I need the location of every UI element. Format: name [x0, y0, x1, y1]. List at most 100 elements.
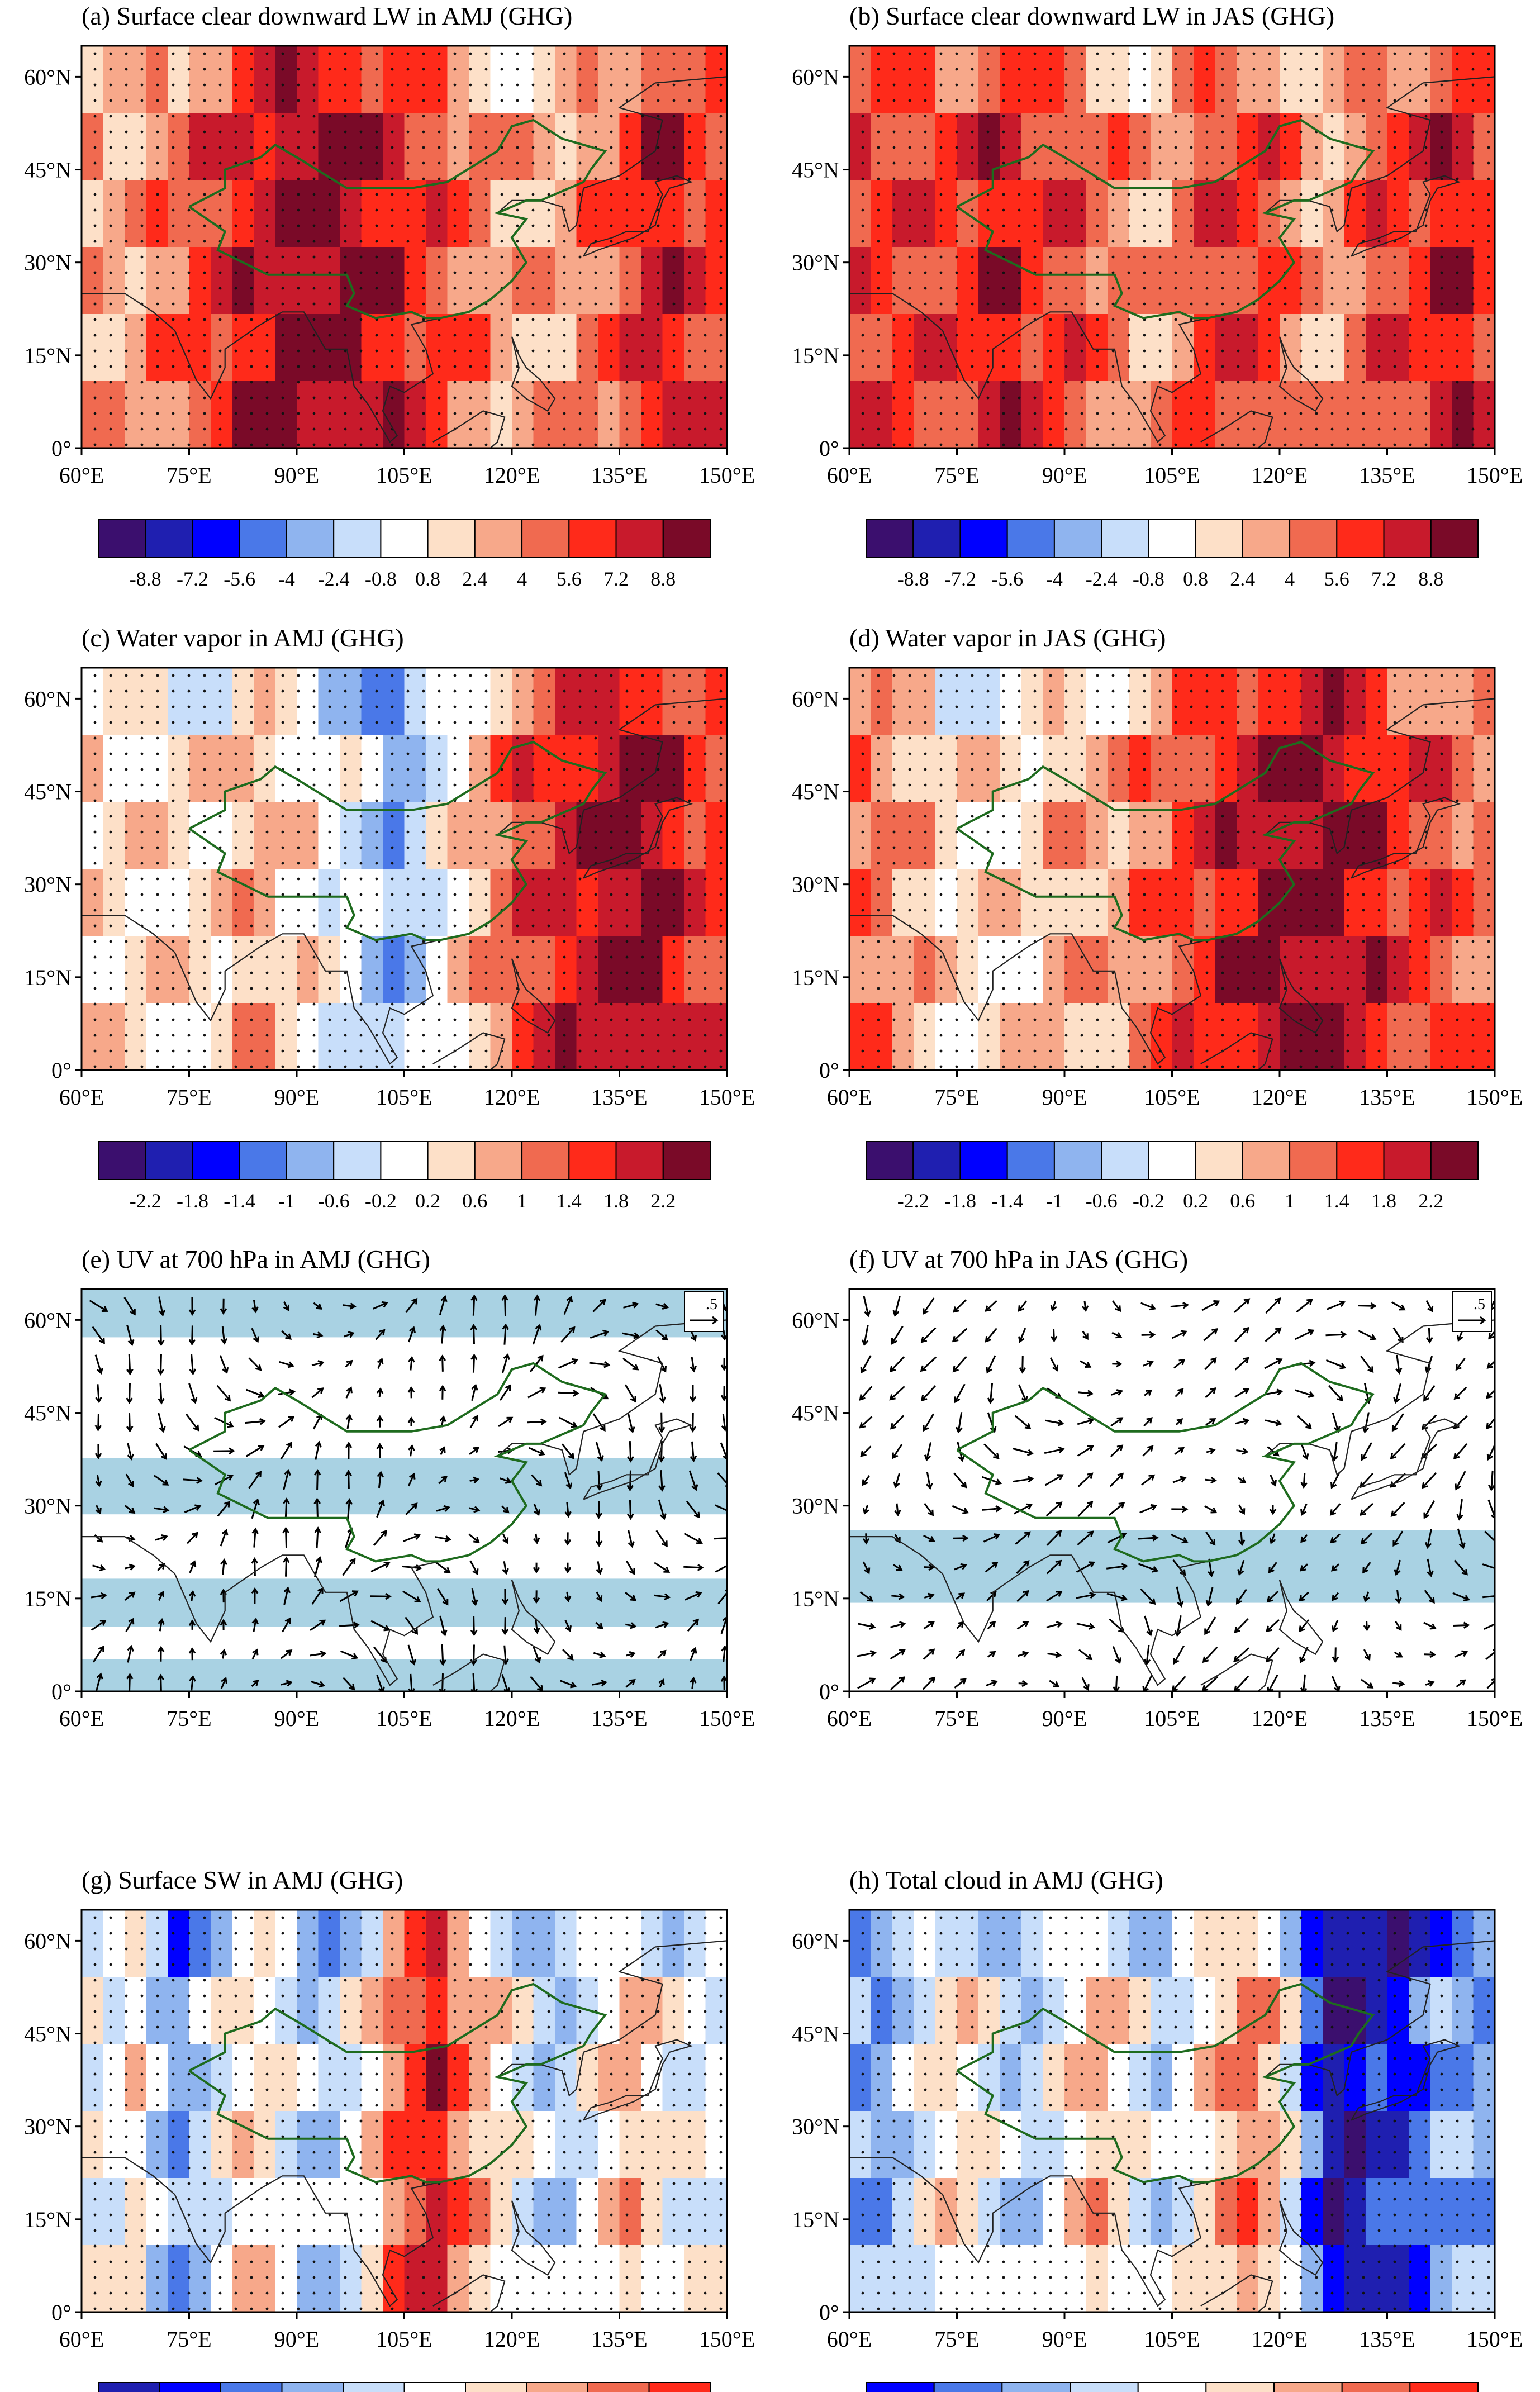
wind-arrow [715, 1504, 727, 1511]
wind-arrow [189, 1354, 197, 1376]
colorbar-label: -8.8 [130, 568, 161, 590]
contour-cell [1409, 46, 1431, 113]
coastline-philippines [511, 336, 556, 412]
contour-cell [103, 180, 125, 248]
contour-cell [1194, 735, 1216, 802]
contour-cell [576, 2178, 598, 2246]
colorbar-box [568, 519, 617, 558]
contour-cell [1086, 314, 1108, 382]
stipple-dots [93, 52, 723, 446]
contour-cell [1194, 869, 1216, 936]
panel-title: (f) UV at 700 hPa in JAS (GHG) [849, 1245, 1188, 1273]
wind-arrow [89, 1300, 108, 1312]
wind-arrow [1426, 1328, 1433, 1344]
contour-cell [555, 1910, 577, 1977]
contour-cell [103, 869, 125, 936]
contour-cell [1258, 46, 1280, 113]
contour-cell [447, 936, 469, 1004]
contour-cell [849, 936, 872, 1004]
y-tick-label: 30°N [24, 1494, 72, 1519]
contour-cell [211, 247, 233, 315]
contour-cell [1237, 936, 1259, 1004]
contour-cell [1409, 381, 1431, 448]
wind-arrow [1233, 1298, 1251, 1313]
wind-arrow [1081, 1677, 1090, 1691]
contour-cell [1473, 1003, 1495, 1070]
wind-arrow [1234, 1357, 1249, 1371]
colorbar-label: -4 [1046, 568, 1063, 590]
wind-arrow [1456, 1679, 1466, 1687]
contour-cell [103, 2111, 125, 2179]
contour-cell [490, 314, 512, 382]
contour-cell [1086, 802, 1108, 869]
contour-cell [1473, 1977, 1495, 2044]
contour-cell [1194, 46, 1216, 113]
wind-arrow [1486, 1417, 1495, 1430]
contour-cell [935, 381, 958, 448]
wind-arrow [1424, 1651, 1437, 1658]
wind-arrow [527, 1387, 546, 1399]
contour-cell [275, 1910, 297, 1977]
contour-cell [361, 314, 383, 382]
contour-cell [125, 802, 147, 869]
y-tick-label: 30°N [792, 1494, 839, 1519]
wind-arrow [1080, 1360, 1092, 1368]
contour-cell [1430, 314, 1452, 382]
contour-cell [1258, 1910, 1280, 1977]
colorbar-box [615, 519, 664, 558]
contour-cell [1000, 936, 1022, 1004]
contour-cell [1086, 2245, 1108, 2312]
contour-cell [684, 2178, 706, 2246]
x-tick-label: 120°E [1252, 463, 1308, 488]
contour-cell [254, 2044, 276, 2112]
contour-cell [1323, 735, 1345, 802]
wind-arrow [1295, 1329, 1315, 1340]
x-tick-label: 105°E [376, 1085, 432, 1110]
wind-arrow [1332, 1592, 1339, 1601]
contour-cell [684, 869, 706, 936]
contour-cell [1172, 381, 1194, 448]
contour-cell [426, 247, 448, 315]
significance-shading [849, 1530, 1495, 1603]
contour-cell [1366, 869, 1388, 936]
wind-arrow [1234, 1418, 1250, 1425]
colorbar-box [239, 1141, 287, 1180]
contour-cell [1280, 46, 1302, 113]
wind-arrow [124, 1591, 136, 1601]
wind-arrow [92, 1564, 106, 1572]
colorbar-box [1273, 2382, 1343, 2392]
contour-cell [1409, 936, 1431, 1004]
colorbar-label: 2.2 [650, 1190, 676, 1212]
contour-cell [146, 314, 168, 382]
colorbar-label: 4 [1285, 568, 1295, 590]
wind-arrow [1143, 1417, 1153, 1426]
contour-cell [1021, 2044, 1044, 2112]
wind-arrow [407, 1416, 415, 1426]
contour-cell [1151, 46, 1173, 113]
contour-cell [1387, 735, 1409, 802]
contour-cell [426, 1910, 448, 1977]
wind-arrow [1234, 1618, 1249, 1633]
contour-cell [935, 46, 958, 113]
shade-band [82, 1289, 727, 1338]
wind-arrow [1485, 1389, 1495, 1399]
contour-cell [426, 869, 448, 936]
colorbar-label: -0.6 [318, 1190, 350, 1212]
contour-cell [103, 1003, 125, 1070]
wind-arrow [862, 1475, 871, 1486]
contour-cell [447, 2044, 469, 2112]
contour-cell [125, 113, 147, 180]
wind-arrow [1238, 1504, 1246, 1515]
colorbar-label: 4 [517, 568, 527, 590]
contour-cell [576, 936, 598, 1004]
wind-arrow [890, 1621, 906, 1628]
coastline-philippines [511, 2200, 556, 2276]
contour-cell [1194, 381, 1216, 448]
contour-cell [1237, 314, 1259, 382]
wind-arrow [659, 1383, 666, 1404]
contour-cell [892, 1977, 915, 2044]
contour-cell [168, 936, 190, 1004]
y-tick-label: 15°N [792, 343, 839, 368]
contour-cell [1151, 314, 1173, 382]
contour-cell [533, 113, 555, 180]
